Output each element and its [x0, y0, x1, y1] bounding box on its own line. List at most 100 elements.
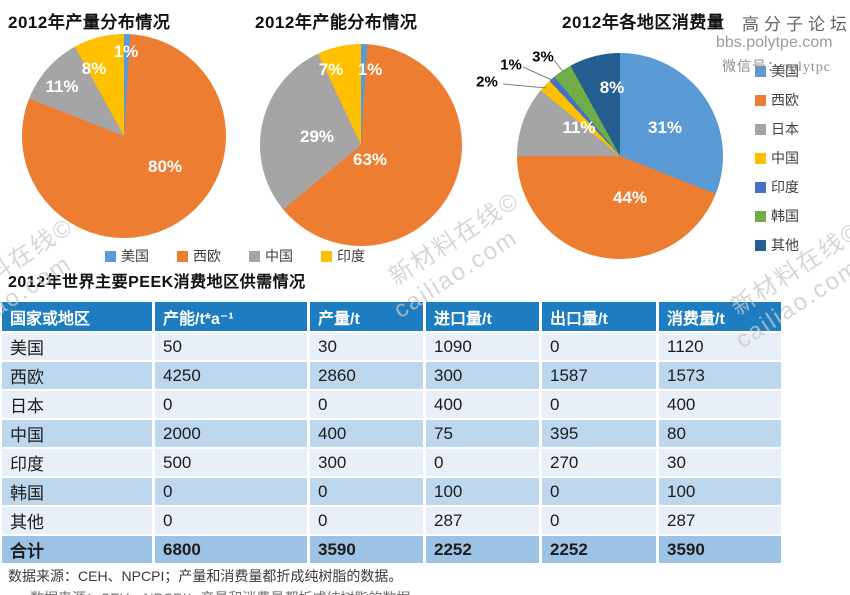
- watermark-forum-url: bbs.polytpe.com: [716, 34, 833, 51]
- data-source-footnote: 数据来源：CEH、NPCPI；产量和消费量都折成纯树脂的数据。: [8, 568, 403, 584]
- table-row-india: 印度 500 300 0 270 30: [2, 449, 781, 478]
- cell-export: 2252: [542, 536, 659, 563]
- legend-label: 韩国: [771, 208, 799, 224]
- chart3-title: 2012年各地区消费量: [562, 13, 725, 32]
- cell-output: 0: [310, 507, 426, 534]
- legend-swatch-usa: [105, 250, 116, 262]
- pie2-label-weu: 63%: [352, 150, 388, 169]
- legend-swatch-other: [755, 239, 766, 251]
- cell-consumption: 400: [667, 394, 696, 414]
- cell-output: 0: [310, 478, 426, 505]
- cell-consumption: 80: [667, 423, 686, 443]
- legend-label: 美国: [771, 63, 799, 79]
- chart2-title: 2012年产能分布情况: [255, 13, 418, 32]
- legend-swatch-usa: [755, 65, 766, 77]
- pie1-label-india: 8%: [81, 59, 107, 78]
- pie3-label-china: 2%: [476, 73, 498, 91]
- cell-consumption: 1120: [667, 336, 704, 356]
- legend-item-china: 中国: [249, 246, 293, 266]
- cell-capacity: 6800: [155, 536, 310, 563]
- pie3-label-korea: 3%: [532, 48, 554, 66]
- pie1-label-weu: 80%: [147, 157, 183, 176]
- watermark-wechat-id: 微信号：polytpc: [722, 60, 831, 75]
- pie-capacity: 1% 63% 29% 7%: [260, 44, 462, 246]
- cell-export: 395: [542, 420, 659, 447]
- cell-export: 0: [542, 333, 659, 360]
- cell-capacity: 500: [155, 449, 310, 476]
- legend-item-usa: 美国: [105, 246, 149, 266]
- table-row-usa: 美国 50 30 1090 0 1120: [2, 333, 781, 362]
- table-row-total: 合计 6800 3590 2252 2252 3590: [2, 536, 781, 565]
- cell-export: 0: [542, 391, 659, 418]
- cell-export: 0: [542, 507, 659, 534]
- pie3-label-india: 1%: [500, 56, 522, 74]
- pie2-label-china: 29%: [299, 127, 335, 146]
- col-header-region: 国家或地区: [2, 302, 155, 331]
- legend-swatch-korea: [755, 210, 766, 222]
- table-header-row: 国家或地区 产能/t*a⁻¹ 产量/t 进口量/t 出口量/t 消费量/t: [2, 302, 781, 333]
- cell-region: 西欧: [2, 362, 155, 389]
- legend-label: 西欧: [193, 248, 221, 264]
- legend-label: 其他: [771, 237, 799, 253]
- cell-region: 日本: [2, 391, 155, 418]
- col-header-export: 出口量/t: [542, 302, 659, 331]
- cell-import: 100: [426, 478, 542, 505]
- legend-item-usa: 美国: [755, 61, 799, 81]
- legend-item-weu: 西欧: [755, 90, 799, 110]
- pie2-label-india: 7%: [318, 60, 344, 79]
- cell-region: 美国: [2, 333, 155, 360]
- legend-swatch-weu: [755, 94, 766, 106]
- cell-capacity: 0: [155, 478, 310, 505]
- col-header-output: 产量/t: [310, 302, 426, 331]
- legend-swatch-japan: [755, 123, 766, 135]
- cell-region: 其他: [2, 507, 155, 534]
- legend-item-weu: 西欧: [177, 246, 221, 266]
- legend-item-korea: 韩国: [755, 206, 799, 226]
- cell-import: 2252: [426, 536, 542, 563]
- cell-consumption: 1573: [667, 365, 705, 385]
- cell-import: 300: [426, 362, 542, 389]
- pie-consumption: [517, 53, 723, 259]
- pie1-label-usa: 1%: [113, 42, 139, 61]
- table-row-japan: 日本 0 0 400 0 400: [2, 391, 781, 420]
- pie-production: 1% 80% 11% 8%: [22, 34, 226, 238]
- cell-capacity: 4250: [155, 362, 310, 389]
- cell-region: 韩国: [2, 478, 155, 505]
- chart-consumption: 31% 44% 11% 8% 2% 1% 3%: [460, 40, 850, 280]
- cell-export: 0: [542, 478, 659, 505]
- pie2-label-usa: 1%: [357, 60, 383, 79]
- table-row-weu: 西欧 4250 2860 300 1587 1573: [2, 362, 781, 391]
- legend-swatch-china: [249, 250, 260, 262]
- legend-swatch-india: [755, 181, 766, 193]
- cell-consumption: 30: [667, 452, 686, 472]
- cell-output: 400: [310, 420, 426, 447]
- cell-consumption: 3590: [667, 539, 705, 559]
- cell-import: 287: [426, 507, 542, 534]
- cell-import: 75: [426, 420, 542, 447]
- cell-capacity: 50: [155, 333, 310, 360]
- cell-capacity: 0: [155, 391, 310, 418]
- cell-region: 合计: [2, 536, 155, 563]
- legend-item-india: 印度: [755, 177, 799, 197]
- supply-demand-table: 国家或地区 产能/t*a⁻¹ 产量/t 进口量/t 出口量/t 消费量/t 美国…: [2, 302, 781, 565]
- legend-label: 西欧: [771, 92, 799, 108]
- cell-output: 3590: [310, 536, 426, 563]
- legend-swatch-china: [755, 152, 766, 164]
- table-row-china: 中国 2000 400 75 395 80: [2, 420, 781, 449]
- chart1-title: 2012年产量分布情况: [8, 13, 171, 32]
- cell-output: 30: [310, 333, 426, 360]
- table-row-other: 其他 0 0 287 0 287: [2, 507, 781, 536]
- col-header-capacity: 产能/t*a⁻¹: [155, 302, 310, 331]
- legend-label: 中国: [771, 150, 799, 166]
- cell-region: 印度: [2, 449, 155, 476]
- cell-consumption: 100: [667, 481, 696, 501]
- cell-export: 270: [542, 449, 659, 476]
- legend-label: 美国: [121, 248, 149, 264]
- pie3-label-japan: 11%: [562, 118, 596, 137]
- col-header-consumption: 消费量/t: [667, 310, 725, 328]
- cell-output: 2860: [310, 362, 426, 389]
- cell-export: 1587: [542, 362, 659, 389]
- col-header-import: 进口量/t: [426, 302, 542, 331]
- pie3-label-other: 8%: [599, 78, 625, 97]
